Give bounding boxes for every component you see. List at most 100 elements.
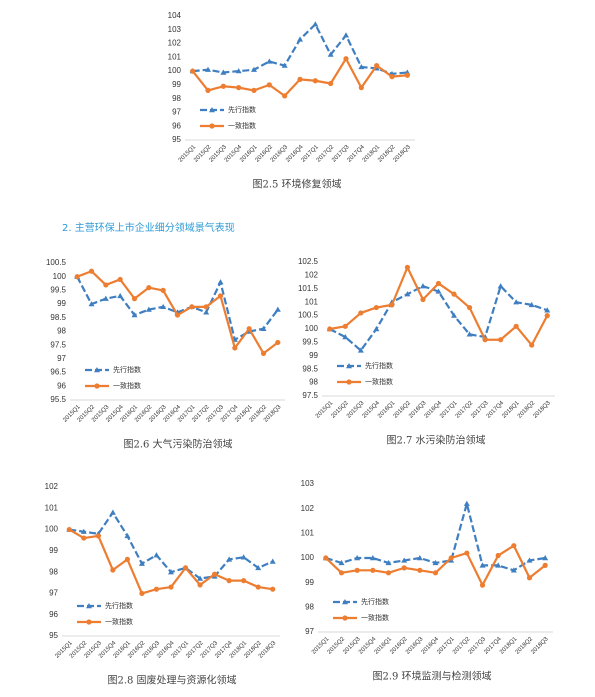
data-point bbox=[266, 58, 273, 64]
data-point bbox=[182, 565, 189, 571]
y-tick-label: 102 bbox=[305, 271, 319, 280]
data-point bbox=[416, 555, 423, 561]
data-point bbox=[404, 72, 410, 78]
data-point bbox=[197, 582, 203, 588]
legend-marker bbox=[94, 383, 100, 389]
y-tick-label: 95 bbox=[172, 135, 181, 144]
data-point bbox=[338, 570, 345, 576]
y-tick-label: 95.5 bbox=[50, 395, 66, 404]
x-tick-label: 2018Q3 bbox=[393, 144, 413, 164]
data-point bbox=[419, 283, 426, 289]
data-point bbox=[542, 562, 548, 569]
data-point bbox=[95, 533, 101, 539]
series-line bbox=[69, 511, 274, 580]
data-point bbox=[160, 287, 166, 293]
data-point bbox=[255, 584, 261, 590]
y-tick-label: 99 bbox=[57, 299, 66, 308]
data-point bbox=[217, 279, 224, 285]
legend-marker bbox=[346, 379, 352, 385]
data-point bbox=[235, 68, 242, 74]
data-point bbox=[420, 296, 426, 303]
data-point bbox=[358, 63, 365, 70]
data-point bbox=[205, 66, 211, 72]
data-point bbox=[88, 268, 95, 274]
legend-marker bbox=[86, 619, 92, 625]
data-point bbox=[510, 567, 517, 573]
data-point bbox=[511, 543, 517, 549]
data-point bbox=[463, 500, 470, 506]
data-point bbox=[153, 552, 160, 558]
data-point bbox=[251, 66, 257, 72]
data-point bbox=[205, 87, 211, 93]
data-point bbox=[275, 339, 281, 346]
y-tick-label: 101 bbox=[45, 503, 59, 512]
data-point bbox=[260, 325, 267, 331]
data-point bbox=[236, 85, 242, 91]
figure-caption: 图2.6 大气污染防治领域 bbox=[123, 438, 232, 451]
data-point bbox=[464, 550, 470, 556]
data-point bbox=[342, 323, 348, 329]
data-point bbox=[432, 559, 439, 566]
data-point bbox=[435, 288, 442, 294]
y-tick-label: 96 bbox=[57, 381, 66, 390]
data-point bbox=[174, 312, 181, 318]
legend-marker bbox=[94, 367, 100, 373]
data-point bbox=[466, 304, 473, 311]
y-tick-label: 99 bbox=[305, 578, 314, 587]
legend-label: 先行指数 bbox=[361, 597, 389, 606]
data-point bbox=[451, 291, 457, 297]
y-tick-label: 95 bbox=[49, 631, 58, 640]
y-tick-label: 99 bbox=[172, 80, 181, 89]
data-point bbox=[526, 575, 533, 581]
y-tick-label: 100 bbox=[305, 324, 319, 333]
data-point bbox=[528, 301, 535, 308]
data-point bbox=[270, 586, 276, 592]
section-heading: 2. 主营环保上市企业细分领域景气表现 bbox=[62, 221, 235, 234]
data-point bbox=[435, 280, 442, 287]
data-point bbox=[432, 570, 439, 576]
data-point bbox=[281, 62, 288, 68]
data-point bbox=[312, 78, 318, 84]
data-point bbox=[479, 562, 486, 568]
y-tick-label: 98.5 bbox=[302, 364, 318, 373]
data-point bbox=[66, 526, 72, 533]
data-point bbox=[544, 313, 550, 319]
data-point bbox=[226, 556, 233, 562]
data-point bbox=[451, 312, 458, 318]
data-point bbox=[466, 331, 473, 337]
legend-marker bbox=[346, 363, 352, 369]
figure-caption: 图2.5 环境修复领域 bbox=[252, 178, 341, 191]
data-point bbox=[145, 306, 152, 312]
y-tick-label: 97.5 bbox=[302, 391, 318, 400]
legend-marker bbox=[86, 603, 92, 609]
data-point bbox=[131, 296, 138, 302]
legend-label: 先行指数 bbox=[113, 365, 141, 374]
data-point bbox=[190, 68, 196, 74]
data-point bbox=[373, 304, 379, 311]
data-point bbox=[343, 56, 349, 62]
data-point bbox=[81, 535, 87, 541]
legend-marker bbox=[342, 599, 348, 605]
y-tick-label: 98 bbox=[49, 567, 58, 576]
y-tick-label: 98.5 bbox=[50, 313, 66, 322]
data-point bbox=[323, 555, 329, 561]
data-point bbox=[255, 564, 262, 571]
series-line bbox=[325, 544, 546, 587]
y-tick-label: 100 bbox=[53, 272, 67, 281]
legend-marker bbox=[342, 615, 348, 621]
y-tick-label: 97 bbox=[57, 354, 66, 363]
y-tick-label: 96.5 bbox=[50, 368, 66, 377]
y-tick-label: 100 bbox=[168, 66, 182, 75]
y-tick-label: 104 bbox=[168, 11, 182, 20]
legend-label: 先行指数 bbox=[105, 601, 133, 610]
data-point bbox=[369, 555, 376, 561]
data-point bbox=[479, 582, 486, 588]
data-point bbox=[103, 282, 109, 288]
y-tick-label: 100.5 bbox=[298, 311, 319, 320]
data-point bbox=[312, 21, 319, 27]
y-tick-label: 100.5 bbox=[46, 258, 67, 267]
data-point bbox=[80, 528, 87, 534]
y-tick-label: 96 bbox=[172, 121, 181, 130]
y-tick-label: 98 bbox=[172, 94, 181, 103]
